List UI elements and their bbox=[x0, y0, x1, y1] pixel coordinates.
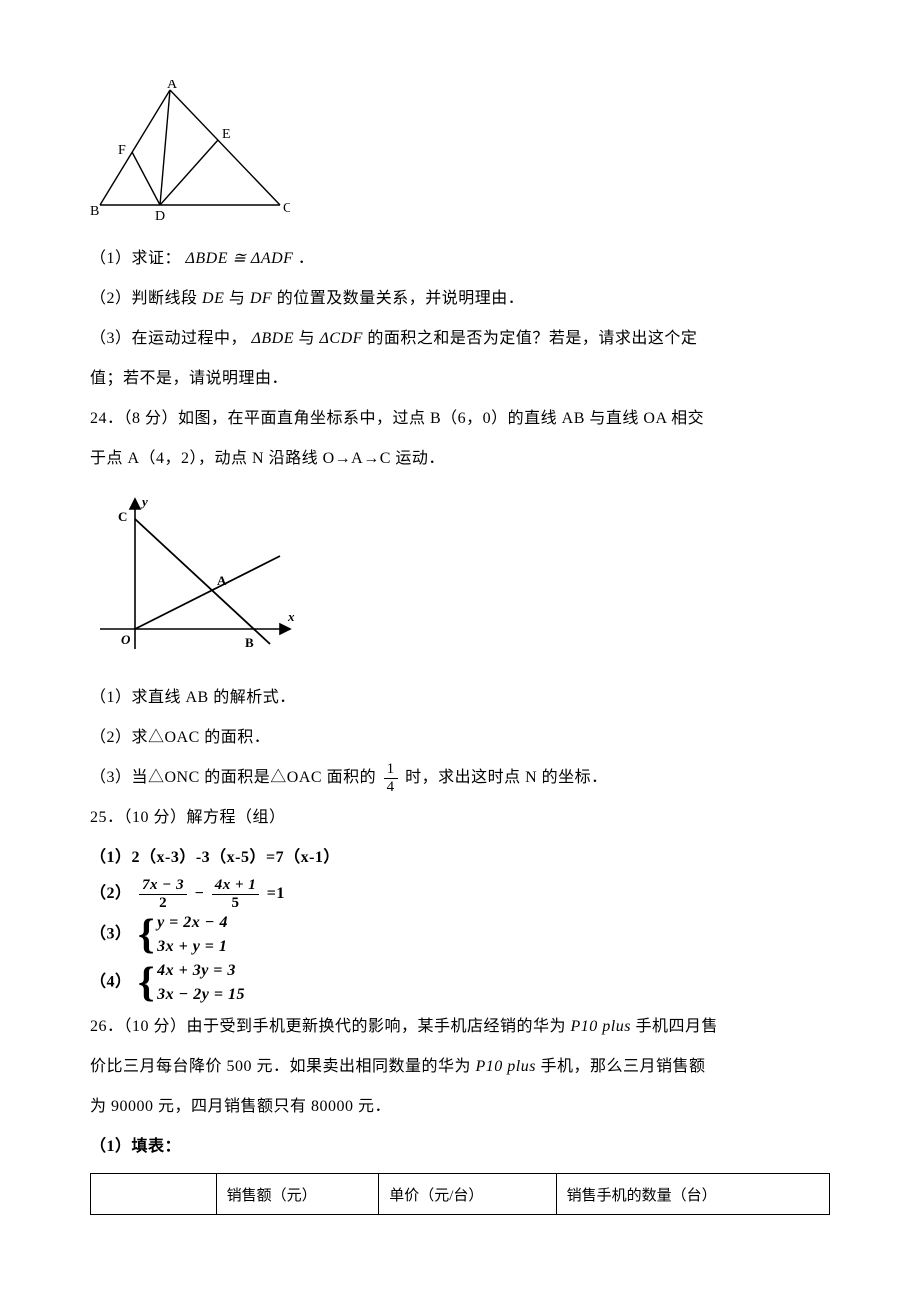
q24-stem1: 24．（8 分）如图，在平面直角坐标系中，过点 B（6，0）的直线 AB 与直线… bbox=[90, 399, 830, 439]
q23-p2-df: DF bbox=[250, 290, 272, 307]
table-cell: 销售额（元） bbox=[216, 1174, 379, 1215]
q23-p1-math: ΔBDE ≅ ΔADF bbox=[186, 250, 294, 267]
q23-p3-pre: （3）在运动过程中， bbox=[90, 330, 247, 347]
q23-triangle-figure: A B C D E F bbox=[90, 80, 830, 225]
q23-p3-line2: 值；若不是，请说明理由． bbox=[90, 359, 830, 399]
q24-axes-figure: O B A C x y bbox=[90, 489, 830, 664]
q26-stem2-post: 手机，那么三月销售额 bbox=[540, 1058, 705, 1075]
q26-stem1-pre: 26．（10 分）由于受到手机更新换代的影响，某手机店经销的华为 bbox=[90, 1018, 571, 1035]
label-x: x bbox=[287, 609, 295, 624]
q24-p3: （3）当△ONC 的面积是△OAC 面积的 1 4 时，求出这时点 N 的坐标． bbox=[90, 758, 830, 798]
q25-p4-system: { 4x + 3y = 3 3x − 2y = 15 bbox=[138, 959, 245, 1007]
q26-table: 销售额（元） 单价（元/台） 销售手机的数量（台） bbox=[90, 1173, 830, 1215]
q23-p1-post: ． bbox=[298, 250, 315, 267]
q24-p3-post: 时，求出这时点 N 的坐标． bbox=[405, 769, 608, 786]
q25-p2-minus: − bbox=[195, 885, 205, 902]
q25-p4-label: （4） bbox=[90, 974, 132, 991]
label-C: C bbox=[283, 201, 290, 216]
q25-p3-eq1: y = 2x − 4 bbox=[157, 911, 228, 935]
q25-p2-f2n: 4x + 1 bbox=[212, 878, 260, 895]
q23-p3-bde: ΔBDE bbox=[252, 330, 295, 347]
frac-num: 1 bbox=[384, 762, 398, 779]
q25-p3: （3） { y = 2x − 4 3x + y = 1 bbox=[90, 911, 830, 959]
q26-p1: （1）填表： bbox=[90, 1127, 830, 1167]
q24-p3-pre: （3）当△ONC 的面积是△OAC 面积的 bbox=[90, 769, 381, 786]
triangle-svg: A B C D E F bbox=[90, 80, 290, 220]
q25-p4: （4） { 4x + 3y = 3 3x − 2y = 15 bbox=[90, 959, 830, 1007]
page: A B C D E F （1）求证： ΔBDE ≅ ΔADF ． （2）判断线段… bbox=[0, 0, 920, 1302]
label-B2: B bbox=[245, 635, 254, 650]
q24-p3-frac: 1 4 bbox=[384, 762, 398, 795]
table-row: 销售额（元） 单价（元/台） 销售手机的数量（台） bbox=[91, 1174, 830, 1215]
q26-stem2: 价比三月每台降价 500 元．如果卖出相同数量的华为 P10 plus 手机，那… bbox=[90, 1047, 830, 1087]
q25-p2-f1d: 2 bbox=[139, 895, 187, 911]
table-cell: 单价（元/台） bbox=[379, 1174, 556, 1215]
label-B: B bbox=[90, 204, 99, 219]
q23-p3-mid1: 与 bbox=[299, 330, 320, 347]
frac-den: 4 bbox=[384, 779, 398, 795]
q23-p3-line1: （3）在运动过程中， ΔBDE 与 ΔCDF 的面积之和是否为定值？若是，请求出… bbox=[90, 319, 830, 359]
q24-p1: （1）求直线 AB 的解析式． bbox=[90, 678, 830, 718]
label-A: A bbox=[167, 80, 178, 92]
q26-stem1-post: 手机四月售 bbox=[635, 1018, 718, 1035]
q25-p2-f2d: 5 bbox=[212, 895, 260, 911]
q25-p2-label: （2） bbox=[90, 885, 132, 902]
label-D: D bbox=[155, 209, 165, 220]
label-F: F bbox=[118, 143, 126, 158]
q25-p1: （1）2（x-3）-3（x-5）=7（x-1） bbox=[90, 838, 830, 878]
table-cell bbox=[91, 1174, 217, 1215]
q23-p2-de: DE bbox=[202, 290, 224, 307]
q25-p4-eq1: 4x + 3y = 3 bbox=[157, 959, 245, 983]
brace-icon: { bbox=[138, 914, 155, 956]
q23-p2: （2）判断线段 DE 与 DF 的位置及数量关系，并说明理由． bbox=[90, 279, 830, 319]
q25-p2-eq: =1 bbox=[267, 885, 285, 902]
axes-svg: O B A C x y bbox=[90, 489, 300, 659]
q25-stem: 25．（10 分）解方程（组） bbox=[90, 798, 830, 838]
q23-p3-tail: 的面积之和是否为定值？若是，请求出这个定 bbox=[367, 330, 697, 347]
q23-p2-mid: 与 bbox=[229, 290, 250, 307]
brace-icon: { bbox=[138, 962, 155, 1004]
label-C2: C bbox=[118, 509, 127, 524]
q24-p2: （2）求△OAC 的面积． bbox=[90, 718, 830, 758]
q25-p2-frac1: 7x − 3 2 bbox=[139, 878, 187, 911]
q25-p2: （2） 7x − 3 2 − 4x + 1 5 =1 bbox=[90, 878, 830, 911]
q24-stem2: 于点 A（4，2），动点 N 沿路线 O→A→C 运动． bbox=[90, 439, 830, 479]
label-E: E bbox=[222, 127, 231, 142]
q25-p3-eq2: 3x + y = 1 bbox=[157, 935, 228, 959]
q23-p1: （1）求证： ΔBDE ≅ ΔADF ． bbox=[90, 239, 830, 279]
q25-p4-eq2: 3x − 2y = 15 bbox=[157, 983, 245, 1007]
q26-model-1: P10 plus bbox=[571, 1018, 631, 1035]
q26-stem2-pre: 价比三月每台降价 500 元．如果卖出相同数量的华为 bbox=[90, 1058, 476, 1075]
q26-stem3: 为 90000 元，四月销售额只有 80000 元． bbox=[90, 1087, 830, 1127]
label-A2: A bbox=[217, 573, 227, 588]
q25-p2-frac2: 4x + 1 5 bbox=[212, 878, 260, 911]
q26-model-2: P10 plus bbox=[476, 1058, 536, 1075]
label-O: O bbox=[121, 632, 131, 647]
q23-p1-pre: （1）求证： bbox=[90, 250, 181, 267]
table-cell: 销售手机的数量（台） bbox=[556, 1174, 829, 1215]
q23-p2-pre: （2）判断线段 bbox=[90, 290, 202, 307]
q23-p2-post: 的位置及数量关系，并说明理由． bbox=[277, 290, 525, 307]
q25-p3-label: （3） bbox=[90, 926, 132, 943]
q25-p2-f1n: 7x − 3 bbox=[139, 878, 187, 895]
q23-p3-cdf: ΔCDF bbox=[320, 330, 363, 347]
q26-stem1: 26．（10 分）由于受到手机更新换代的影响，某手机店经销的华为 P10 plu… bbox=[90, 1007, 830, 1047]
label-y: y bbox=[140, 494, 148, 509]
q25-p3-system: { y = 2x − 4 3x + y = 1 bbox=[138, 911, 228, 959]
